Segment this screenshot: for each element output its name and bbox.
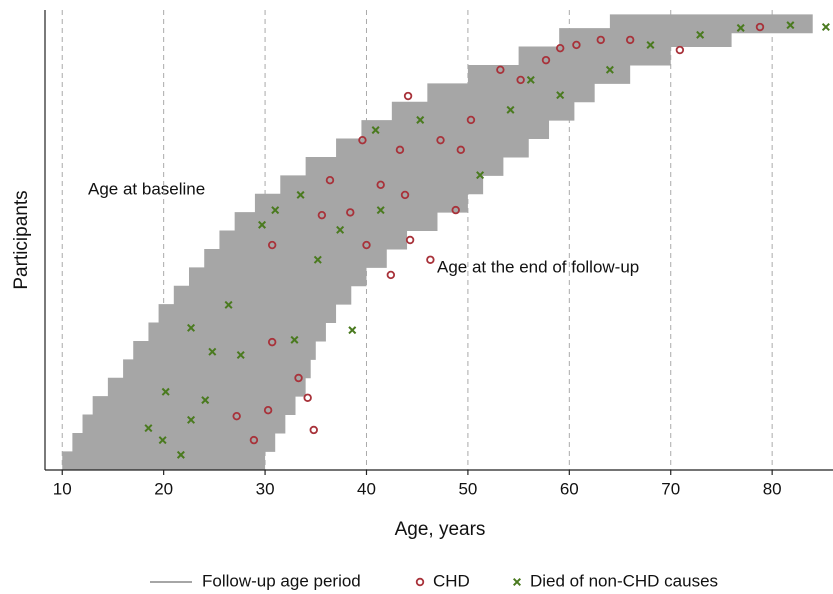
x-tick-label: 60 — [560, 479, 579, 498]
death-point — [736, 23, 745, 32]
chd-point — [267, 337, 277, 347]
chd-point — [263, 406, 273, 415]
chd-point — [309, 425, 318, 435]
death-point — [376, 206, 385, 215]
chd-point — [496, 65, 505, 74]
death-point — [821, 23, 830, 32]
legend-label: Died of non-CHD causes — [530, 571, 718, 590]
chd-point — [232, 411, 241, 421]
death-point — [201, 396, 210, 405]
y-axis-label: Participants — [11, 190, 32, 289]
chd-point — [426, 255, 435, 264]
legend-swatch — [512, 577, 522, 587]
chd-point — [317, 210, 327, 220]
death-point — [161, 387, 170, 396]
chd-point — [403, 91, 413, 101]
death-point — [786, 21, 795, 30]
death-point — [176, 450, 185, 459]
legend-label: CHD — [433, 571, 470, 590]
death-point — [416, 115, 425, 124]
chd-point — [303, 393, 312, 402]
death-point — [336, 225, 345, 234]
x-tick-label: 80 — [763, 479, 782, 498]
chd-point — [386, 270, 396, 280]
chd-point — [376, 180, 385, 189]
chd-point — [395, 145, 405, 155]
death-point — [224, 300, 233, 309]
chd-point — [625, 35, 635, 45]
chd-point — [294, 373, 303, 383]
death-point — [506, 105, 515, 114]
chd-point — [400, 190, 410, 200]
x-tick-label: 10 — [53, 479, 72, 498]
chd-point — [516, 75, 525, 85]
chd-point — [249, 435, 259, 445]
chd-point — [456, 145, 466, 155]
chd-point — [572, 40, 581, 50]
x-tick-label: 50 — [458, 479, 477, 498]
death-point — [476, 171, 485, 180]
chd-point — [267, 240, 277, 250]
death-point — [371, 126, 380, 135]
chd-point — [362, 240, 371, 250]
death-point — [290, 335, 299, 344]
chd-point — [541, 55, 551, 65]
annotation: Age at baseline — [88, 179, 205, 198]
chd-point — [451, 205, 460, 215]
chd-point — [596, 35, 605, 45]
x-tick-label: 70 — [661, 479, 680, 498]
death-point — [258, 220, 267, 229]
chd-point — [436, 135, 445, 145]
death-point — [646, 40, 655, 49]
death-point — [296, 190, 305, 199]
chd-point — [755, 22, 765, 32]
chd-point — [405, 235, 415, 245]
death-point — [271, 206, 280, 215]
death-point — [526, 75, 535, 84]
chd-point — [358, 135, 367, 145]
death-point — [158, 436, 167, 445]
x-axis-label: Age, years — [395, 519, 486, 540]
annotation: Age at the end of follow-up — [437, 257, 639, 276]
legend-swatch — [415, 577, 425, 587]
death-point — [605, 65, 614, 74]
death-point — [187, 323, 196, 332]
chd-point — [466, 115, 476, 125]
death-point — [696, 30, 705, 39]
death-point — [208, 347, 217, 356]
death-point — [348, 326, 357, 335]
x-tick-label: 30 — [256, 479, 275, 498]
legend-label: Follow-up age period — [202, 571, 361, 590]
chd-point — [346, 208, 355, 217]
death-point — [236, 350, 245, 360]
death-point — [313, 255, 322, 264]
x-tick-label: 20 — [154, 479, 173, 498]
death-point — [556, 91, 565, 100]
death-point — [187, 415, 196, 424]
chd-point — [675, 45, 685, 55]
death-point — [144, 424, 153, 433]
chd-point — [555, 43, 565, 53]
x-tick-label: 40 — [357, 479, 376, 498]
chd-point — [325, 175, 335, 185]
